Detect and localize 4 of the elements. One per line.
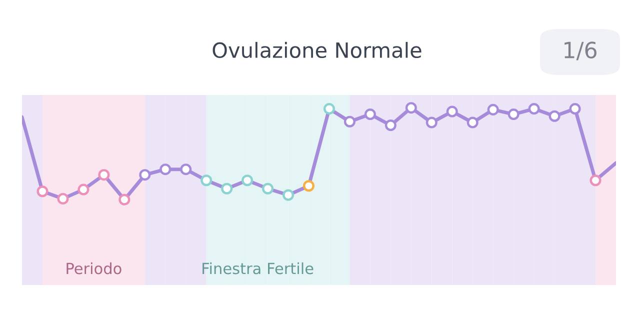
- chart-title: Ovulazione Normale: [212, 42, 422, 58]
- text: 1/6: [564, 42, 596, 60]
- text: Periodo: [66, 262, 122, 274]
- text: Finestra Fertile: [202, 262, 314, 274]
